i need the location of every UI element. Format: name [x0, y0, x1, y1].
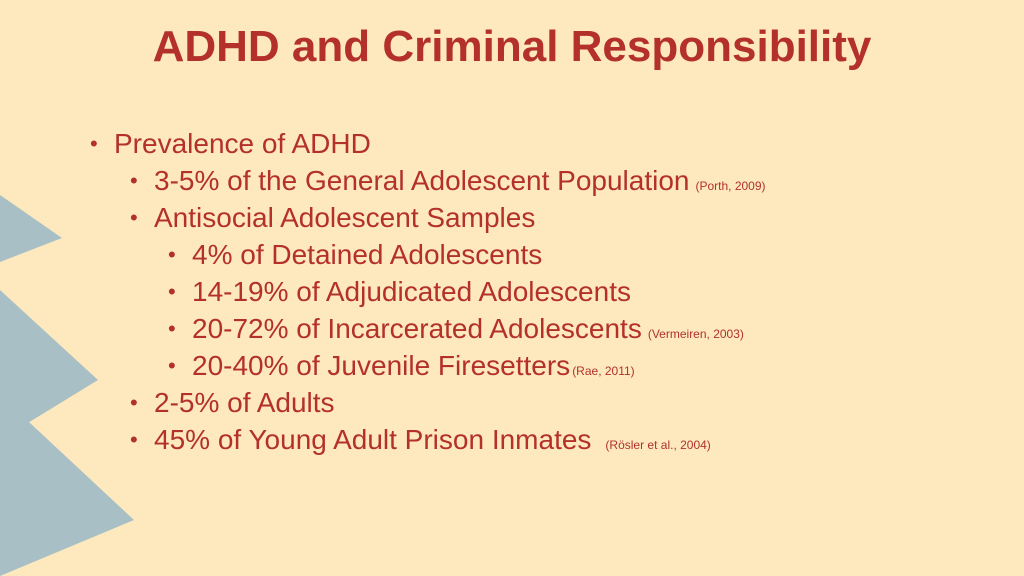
bullet-text: 45% of Young Adult Prison Inmates: [154, 424, 592, 455]
bullet-dot-icon: •: [168, 316, 176, 341]
bullet-dot-icon: •: [168, 353, 176, 378]
citation: (Porth, 2009): [695, 179, 766, 193]
bullet-dot-icon: •: [168, 242, 176, 267]
bullet-dot-icon: •: [130, 168, 138, 193]
bullet-text: Antisocial Adolescent Samples: [154, 202, 536, 233]
bullet-text: 14-19% of Adjudicated Adolescents: [192, 276, 631, 307]
decor-shape-middle: [0, 290, 98, 440]
bullet-text: 4% of Detained Adolescents: [192, 239, 543, 270]
bullet-dot-icon: •: [168, 279, 176, 304]
citation: (Rae, 2011): [572, 364, 635, 378]
bullet-item: • 2-5% of Adults: [130, 384, 335, 421]
bullet-item: • Antisocial Adolescent Samples: [130, 199, 535, 236]
citation: (Vermeiren, 2003): [647, 327, 744, 341]
decor-shape-bottom: [0, 395, 134, 576]
slide-title: ADHD and Criminal Responsibility: [152, 22, 872, 71]
bullet-item: • 20-40% of Juvenile Firesetters (Rae, 201…: [168, 347, 635, 390]
bullet-dot-icon: •: [130, 205, 138, 230]
citation: (Rösler et al., 2004): [605, 438, 711, 452]
bullet-text: 20-72% of Incarcerated Adolescents: [192, 313, 642, 344]
bullet-dot-icon: •: [130, 427, 138, 452]
bullet-item: • 4% of Detained Adolescents: [168, 236, 542, 273]
bullet-item: • 20-72% of Incarcerated Adolescents (Verm…: [168, 310, 744, 353]
bullet-dot-icon: •: [90, 131, 98, 156]
bullet-text: Prevalence of ADHD: [114, 128, 371, 159]
decor-shape-top: [0, 195, 62, 262]
bullet-text: 3-5% of the General Adolescent Populatio…: [154, 165, 690, 196]
decorative-shapes: [0, 195, 134, 576]
bullet-item: • 14-19% of Adjudicated Adolescents: [168, 273, 631, 310]
bullet-item: • Prevalence of ADHD: [90, 125, 371, 162]
bullet-item: • 45% of Young Adult Prison Inmates (Rösle…: [130, 421, 711, 464]
bullet-text: 2-5% of Adults: [154, 387, 335, 418]
bullet-text: 20-40% of Juvenile Firesetters: [192, 350, 571, 381]
bullet-dot-icon: •: [130, 390, 138, 415]
bullet-item: • 3-5% of the General Adolescent Populati…: [130, 162, 766, 205]
